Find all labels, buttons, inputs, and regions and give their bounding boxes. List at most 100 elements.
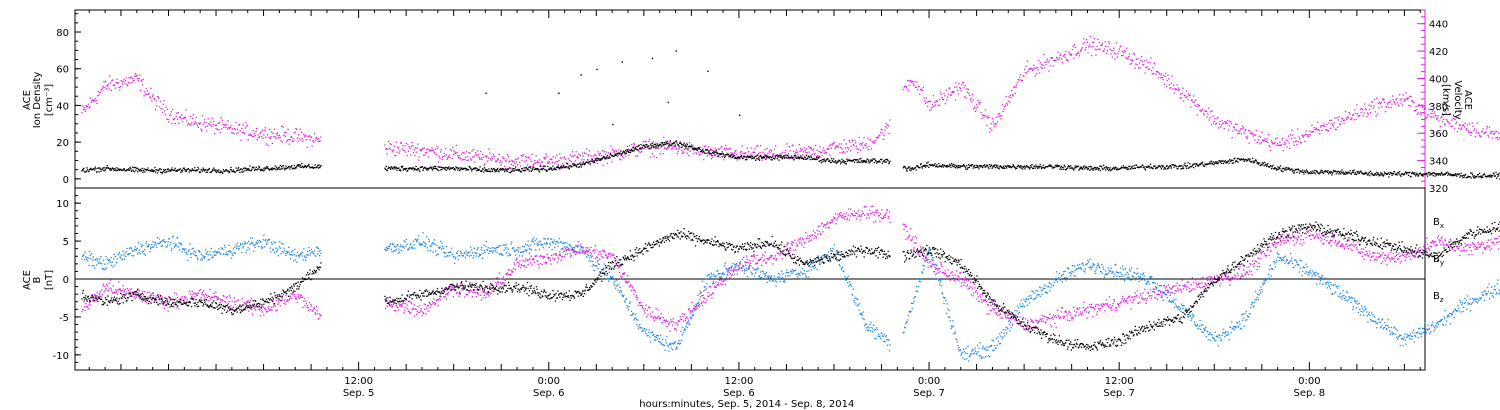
velocity-series-point [541,165,543,168]
velocity-series-point [1308,133,1310,136]
density-series-point [1046,166,1048,168]
velocity-series-point [224,124,226,126]
velocity-series-point [424,154,426,156]
by-series-point [230,251,232,253]
velocity-series-point [496,160,498,162]
density-series-point [156,169,158,171]
density-series-point [613,155,615,157]
velocity-series-point [642,140,644,143]
density-series-point [621,153,623,155]
velocity-series-point [150,87,152,89]
density-series-point [990,164,993,166]
by-series-point [554,243,557,245]
velocity-series-point [1482,128,1484,130]
by-series-point [494,250,496,252]
velocity-series-point [471,150,473,152]
by-series-point [445,252,447,254]
velocity-series-point [741,145,743,147]
velocity-series-point [385,148,387,150]
velocity-series-point [1189,94,1191,97]
density-series-point [1297,168,1299,170]
density-series-point [978,164,981,167]
density-series-point [1073,167,1076,169]
density-series-point [924,164,926,166]
by-series-point [277,255,280,257]
by-series-point [124,252,126,254]
velocity-series-point [1228,125,1230,127]
velocity-series-point [666,148,668,150]
velocity-series-point [750,147,753,149]
velocity-series-point [601,154,603,157]
by-series-point [310,252,312,254]
density-series-point [833,158,835,160]
density-series-point [229,171,231,173]
velocity-series-point [487,157,490,159]
density-series-point [96,171,98,173]
density-series-point [1191,164,1194,166]
velocity-series-point [759,151,761,154]
density-series-point [640,144,642,146]
density-series-point [829,159,831,162]
by-series-point [213,254,216,256]
density-series-point [1393,171,1396,173]
velocity-series-point [775,145,777,147]
by-series-point [427,250,429,252]
by-series-point [560,248,562,250]
velocity-series-point [735,153,738,156]
velocity-series-point [523,166,525,169]
by-series-point [119,256,121,258]
by-series-point [452,256,454,258]
velocity-series-point [237,131,239,133]
velocity-series-point [185,109,187,111]
velocity-series-point [613,151,615,154]
density-series-point [1013,165,1015,167]
velocity-series-point [238,123,241,126]
velocity-series-point [137,80,139,82]
density-series-point [965,168,967,171]
density-series-point [691,148,693,150]
velocity-series-point [907,79,909,82]
velocity-series-point [1216,118,1218,120]
by-series-point [393,250,395,252]
velocity-series-point [468,152,470,154]
velocity-series-point [1034,75,1036,77]
by-series-point [294,248,296,250]
density-series-point [1035,164,1037,166]
density-series-point [1382,175,1384,177]
density-series-point [734,157,736,159]
density-series-point [1282,171,1284,173]
density-series-point [826,159,828,161]
velocity-series-point [1392,98,1394,101]
velocity-series-point [588,154,590,156]
by-series-point [419,243,422,245]
velocity-series-point [488,148,490,150]
velocity-series-point [842,151,845,153]
density-series-point [1159,165,1161,167]
velocity-series-point [1077,51,1079,53]
density-series-point [1182,166,1184,168]
velocity-series-point [1113,47,1115,49]
by-series-point [269,247,271,249]
density-series-point [1040,167,1043,170]
velocity-series-point [1495,137,1497,139]
velocity-series-point [1290,137,1292,139]
velocity-series-point [837,146,840,148]
velocity-series-point [968,93,970,95]
density-series-point [165,171,167,173]
by-series-point [285,254,287,256]
density-series-point [1477,174,1479,176]
velocity-series-point [522,155,524,157]
by-series-point [250,242,252,244]
velocity-series-point [1418,104,1420,106]
density-series-point [197,166,199,168]
by-series-point [531,240,533,242]
density-series-point [549,167,551,169]
by-series-point [198,250,200,252]
velocity-series-point [483,164,485,167]
velocity-series-point [1436,117,1439,119]
density-series-point [1380,174,1382,176]
density-series-point [1246,160,1248,162]
velocity-series-point [632,147,634,149]
velocity-series-point [204,126,206,128]
velocity-series-point [635,155,637,157]
